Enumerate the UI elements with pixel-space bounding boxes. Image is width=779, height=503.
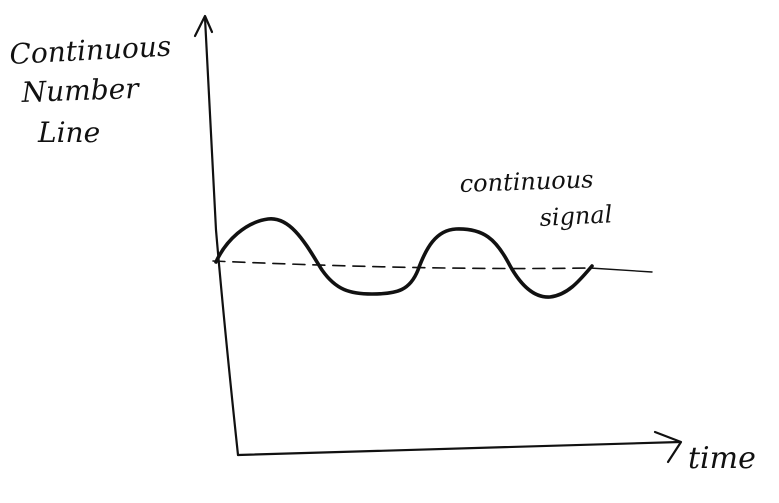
- x-axis-label: time: [688, 441, 756, 476]
- signal-label-line-1: continuous: [459, 165, 594, 198]
- x-axis-arrowhead: [653, 430, 683, 464]
- y-axis-label-line-1: Continuous: [9, 30, 172, 71]
- y-axis-arrowhead: [193, 14, 214, 38]
- y-axis: [203, 16, 240, 457]
- continuous-signal-curve: [214, 217, 594, 299]
- baseline-dashed: [212, 260, 591, 270]
- y-axis-label-line-2: Number: [20, 72, 141, 109]
- x-axis: [236, 440, 682, 457]
- baseline-solid: [589, 267, 653, 273]
- y-axis-label-line-3: Line: [37, 116, 100, 149]
- signal-label-line-2: signal: [539, 200, 613, 232]
